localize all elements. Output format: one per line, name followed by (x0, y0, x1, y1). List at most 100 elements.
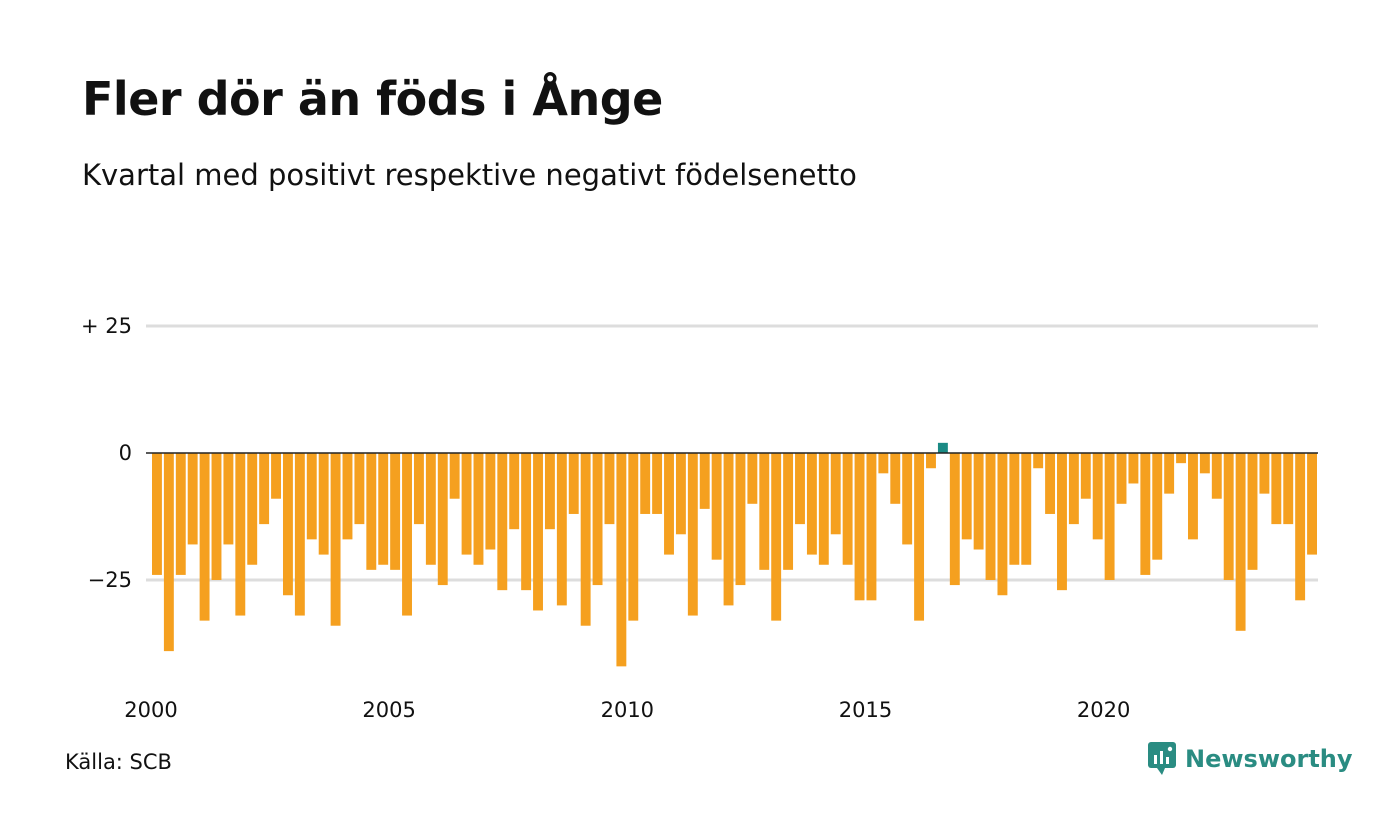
bar-negative (413, 453, 424, 525)
bar-negative (271, 453, 281, 499)
bar-negative (1199, 453, 1210, 474)
bar-negative (199, 453, 210, 621)
bar-negative (759, 453, 770, 570)
bar-negative (640, 453, 651, 514)
bar-negative (175, 453, 186, 575)
bar-negative (616, 453, 627, 667)
bar-negative (687, 453, 698, 616)
bar-negative (1247, 453, 1258, 570)
bar-negative (664, 453, 674, 555)
bars (152, 442, 1317, 667)
chart-title: Fler dör än föds i Ånge (82, 72, 663, 126)
bar-negative (866, 453, 877, 601)
bar-negative (163, 453, 174, 652)
bar-negative (1092, 453, 1103, 540)
bar-negative (152, 453, 162, 575)
bar-negative (1009, 453, 1020, 565)
bar-negative (1068, 453, 1079, 525)
bar-negative (783, 453, 794, 570)
bar-negative (1259, 453, 1270, 494)
bar-negative (1188, 453, 1198, 540)
bar-negative (402, 453, 412, 616)
bar-negative (1176, 453, 1187, 464)
y-tick-label: 0 (119, 441, 132, 465)
bar-negative (1116, 453, 1127, 504)
bar-negative (1104, 453, 1115, 580)
bar-negative (711, 453, 722, 560)
bar-negative (806, 453, 817, 555)
bar-negative (1080, 453, 1091, 499)
bar-negative (342, 453, 353, 540)
bar-negative (723, 453, 734, 606)
bar-negative (1057, 453, 1067, 591)
bar-negative (652, 453, 663, 514)
bar-negative (1223, 453, 1234, 580)
bar-negative (497, 453, 508, 591)
bar-negative (187, 453, 198, 545)
bar-negative (1271, 453, 1282, 525)
bar-negative (926, 453, 936, 469)
bar-negative (854, 453, 865, 601)
bar-negative (997, 453, 1008, 596)
bar-negative (294, 453, 305, 616)
bar-negative (533, 453, 543, 611)
bar-negative (795, 453, 805, 525)
bar-negative (211, 453, 222, 580)
bar-negative (521, 453, 532, 591)
bar-negative (735, 453, 746, 586)
bar-negative (330, 453, 341, 626)
bar-negative (306, 453, 317, 540)
bar-negative (259, 453, 270, 525)
bar-negative (1152, 453, 1163, 560)
bar-negative (556, 453, 567, 606)
x-tick-label: 2020 (1077, 698, 1130, 722)
bar-negative (842, 453, 853, 565)
bar-negative (485, 453, 496, 550)
bar-negative (1235, 453, 1246, 631)
x-tick-label: 2015 (839, 698, 892, 722)
newsworthy-logo-icon (1148, 742, 1176, 775)
bar-negative (1140, 453, 1151, 575)
bar-negative (1295, 453, 1306, 601)
bar-negative (425, 453, 436, 565)
bar-negative (473, 453, 484, 565)
brand-logo: Newsworthy (1147, 741, 1353, 777)
bar-negative (235, 453, 246, 616)
bar-negative (675, 453, 686, 535)
bar-negative (568, 453, 579, 514)
source-note: Källa: SCB (65, 750, 172, 774)
bar-negative (592, 453, 603, 586)
bar-negative (1128, 453, 1139, 484)
bar-negative (544, 453, 555, 530)
bar-negative (985, 453, 996, 580)
bar-negative (1033, 453, 1044, 469)
brand-name: Newsworthy (1185, 745, 1353, 773)
y-tick-label: −25 (88, 568, 132, 592)
x-tick-label: 2010 (601, 698, 654, 722)
x-tick-label: 2005 (362, 698, 415, 722)
bar-negative (282, 453, 293, 596)
bar-negative (902, 453, 913, 545)
bar-negative (914, 453, 925, 621)
axes: + 25 0 −25 2000 2005 2010 2015 2020 (81, 314, 1318, 722)
bar-negative (318, 453, 329, 555)
bar-positive (937, 442, 948, 453)
bar-negative (747, 453, 758, 504)
bar-negative (1283, 453, 1294, 525)
bar-chart: + 25 0 −25 2000 2005 2010 2015 2020 (81, 314, 1318, 722)
bar-negative (1021, 453, 1032, 565)
bar-negative (604, 453, 615, 525)
bar-negative (509, 453, 520, 530)
bar-negative (1164, 453, 1175, 494)
bar-negative (818, 453, 829, 565)
bar-negative (366, 453, 377, 570)
bar-negative (949, 453, 960, 586)
bar-negative (961, 453, 972, 540)
bar-negative (461, 453, 472, 555)
bar-negative (1211, 453, 1222, 499)
bar-negative (390, 453, 401, 570)
bar-negative (437, 453, 448, 586)
bar-negative (628, 453, 639, 621)
y-tick-label: + 25 (81, 314, 132, 338)
bar-negative (1307, 453, 1317, 555)
